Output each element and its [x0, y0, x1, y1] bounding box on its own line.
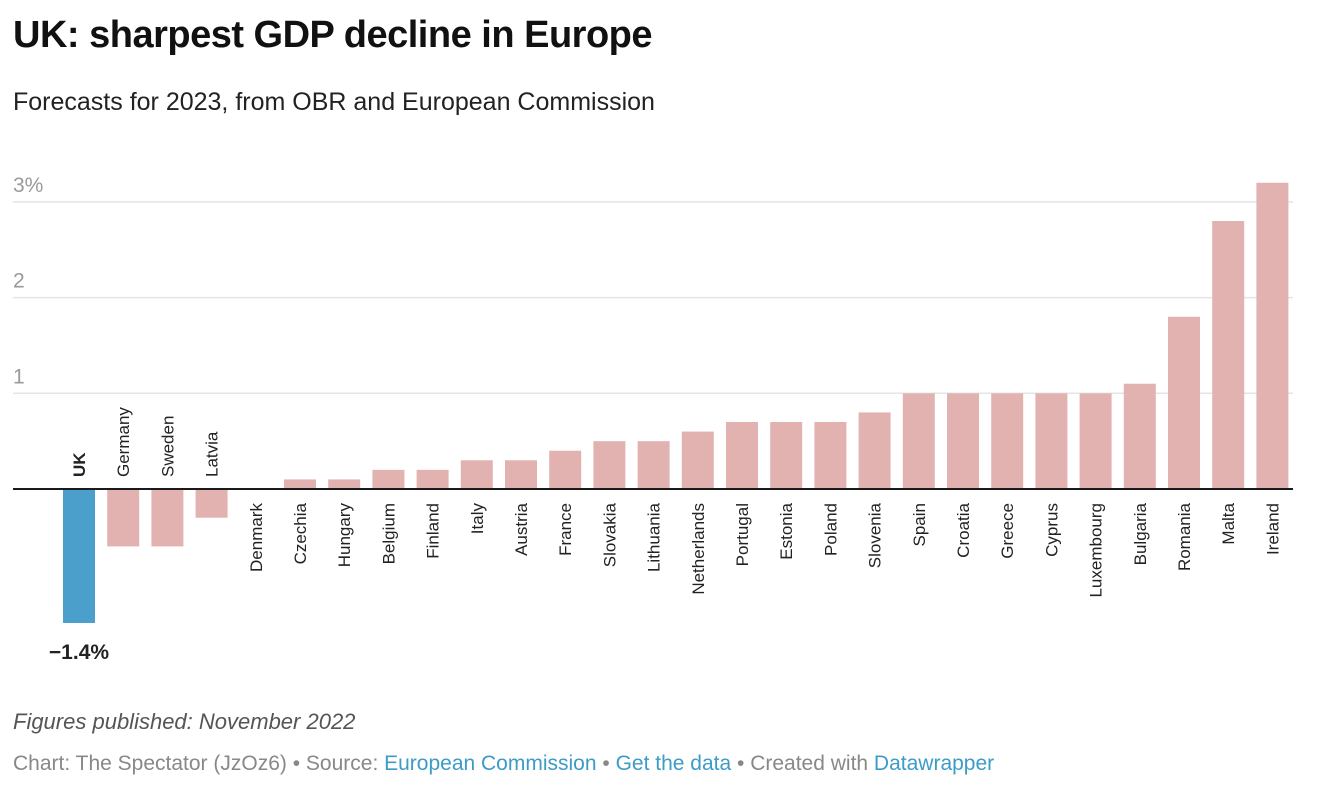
- category-label: Spain: [910, 503, 929, 546]
- bar-luxembourg: [1079, 393, 1112, 489]
- bar-cyprus: [1035, 393, 1068, 489]
- figures-note: Figures published: November 2022: [13, 709, 356, 734]
- category-label: Romania: [1175, 502, 1194, 571]
- category-label: Estonia: [777, 502, 796, 559]
- category-label: France: [556, 503, 575, 556]
- footer-credits: Chart: The Spectator (JzOz6) • Source: E…: [13, 752, 994, 776]
- category-label: Ireland: [1263, 503, 1282, 555]
- bar-sweden: [151, 489, 184, 547]
- bar-slovenia: [858, 412, 891, 489]
- category-label: Denmark: [247, 503, 266, 572]
- bar-austria: [505, 460, 537, 489]
- category-label: Bulgaria: [1131, 502, 1150, 565]
- category-label: Belgium: [379, 503, 398, 564]
- bar-latvia: [195, 489, 228, 518]
- category-label: Finland: [424, 503, 443, 559]
- created-with-text: • Created with: [731, 752, 874, 775]
- category-label: Latvia: [203, 431, 222, 477]
- bar-finland: [416, 469, 449, 489]
- category-label: Greece: [998, 503, 1017, 559]
- source-link[interactable]: European Commission: [384, 752, 597, 775]
- category-label: Slovakia: [600, 502, 619, 567]
- bar-malta: [1212, 221, 1245, 489]
- bar-czechia: [284, 479, 316, 489]
- bar-hungary: [328, 479, 361, 489]
- bar-slovakia: [593, 441, 626, 489]
- category-label: Austria: [512, 502, 531, 555]
- category-label: Italy: [468, 503, 487, 535]
- category-label: Czechia: [291, 502, 310, 564]
- bar-bulgaria: [1123, 383, 1156, 489]
- bar-spain: [902, 393, 935, 489]
- bar-france: [549, 450, 582, 489]
- category-label: Netherlands: [689, 503, 708, 595]
- bar-lithuania: [637, 441, 670, 489]
- category-label: Germany: [114, 407, 133, 477]
- bar-uk: [63, 489, 95, 623]
- y-tick-label: 1: [13, 365, 25, 388]
- category-label: Cyprus: [1042, 503, 1061, 557]
- category-label: Croatia: [954, 502, 973, 557]
- bar-croatia: [947, 393, 979, 489]
- bar-greece: [991, 393, 1024, 489]
- category-label: Portugal: [733, 503, 752, 566]
- datawrapper-link[interactable]: Datawrapper: [873, 752, 995, 775]
- chart-subtitle: Forecasts for 2023, from OBR and Europea…: [13, 88, 655, 116]
- y-tick-label: 2: [13, 270, 25, 293]
- chart-title: UK: sharpest GDP decline in Europe: [13, 14, 653, 56]
- bar-belgium: [372, 469, 405, 489]
- category-label: Luxembourg: [1087, 503, 1106, 598]
- category-label: Lithuania: [645, 502, 664, 572]
- category-label: Poland: [821, 503, 840, 556]
- separator: •: [596, 752, 616, 775]
- bar-italy: [460, 460, 493, 489]
- bar-romania: [1168, 316, 1200, 489]
- category-label: Malta: [1219, 502, 1238, 544]
- y-tick-label: 3%: [13, 174, 43, 197]
- bar-poland: [814, 422, 847, 489]
- category-label: Sweden: [158, 416, 177, 477]
- bar-chart: 1 2 3% UK −1.4% Germany Sweden Latvia Denmark Cz…: [13, 174, 1293, 664]
- category-label: UK: [70, 452, 89, 477]
- highlight-value-label: −1.4%: [49, 641, 109, 664]
- bar-estonia: [770, 422, 803, 489]
- bar-germany: [107, 489, 140, 547]
- bar-ireland: [1256, 182, 1289, 489]
- credit-text: Chart: The Spectator (JzOz6) • Source:: [13, 752, 385, 775]
- bars: [63, 182, 1289, 623]
- category-labels: UK −1.4% Germany Sweden Latvia Denmark Czechia…: [49, 407, 1282, 664]
- gridlines: 1 2 3%: [13, 174, 1293, 395]
- get-data-link[interactable]: Get the data: [615, 752, 732, 775]
- bar-portugal: [726, 422, 758, 489]
- bar-netherlands: [681, 431, 714, 489]
- category-label: Slovenia: [866, 502, 885, 568]
- category-label: Hungary: [335, 503, 354, 568]
